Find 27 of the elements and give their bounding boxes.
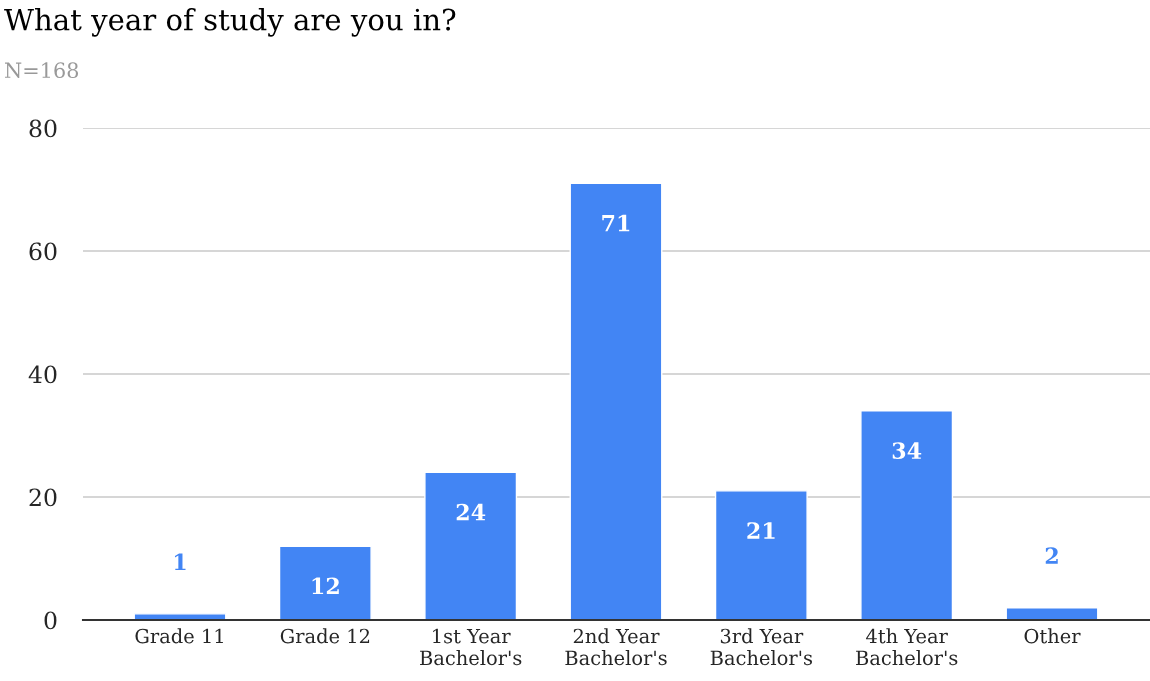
- data-label: 34: [892, 442, 922, 460]
- chart-title: What year of study are you in?: [4, 8, 456, 37]
- data-label: 21: [747, 522, 775, 539]
- y-tick-label: 20: [29, 488, 57, 507]
- bar: [424, 471, 518, 620]
- x-tick-label: 4th Year Bachelor's: [856, 628, 958, 666]
- data-label: 2: [1045, 547, 1058, 564]
- x-tick-label: Grade 11: [135, 628, 223, 644]
- bar: [714, 490, 808, 620]
- bar: [278, 545, 372, 620]
- bar: [569, 182, 663, 620]
- bar: [860, 410, 954, 620]
- data-label: 24: [456, 503, 486, 521]
- x-tick-label: Grade 12: [280, 628, 370, 644]
- x-tick-label: 2nd Year Bachelor's: [565, 628, 667, 666]
- y-tick-label: 40: [28, 365, 57, 384]
- data-label: 71: [602, 214, 630, 232]
- data-label: 12: [312, 577, 339, 594]
- x-tick-label: Other: [1024, 628, 1081, 644]
- chart-subtitle: N=168: [5, 62, 79, 79]
- x-tick-label: 1st Year Bachelor's: [420, 628, 522, 666]
- y-tick-label: 60: [29, 242, 57, 261]
- data-label: 1: [174, 553, 186, 570]
- bar: [1005, 607, 1099, 620]
- x-tick-label: 3rd Year Bachelor's: [710, 628, 813, 666]
- y-tick-label: 0: [44, 611, 57, 630]
- y-tick-label: 80: [29, 119, 57, 138]
